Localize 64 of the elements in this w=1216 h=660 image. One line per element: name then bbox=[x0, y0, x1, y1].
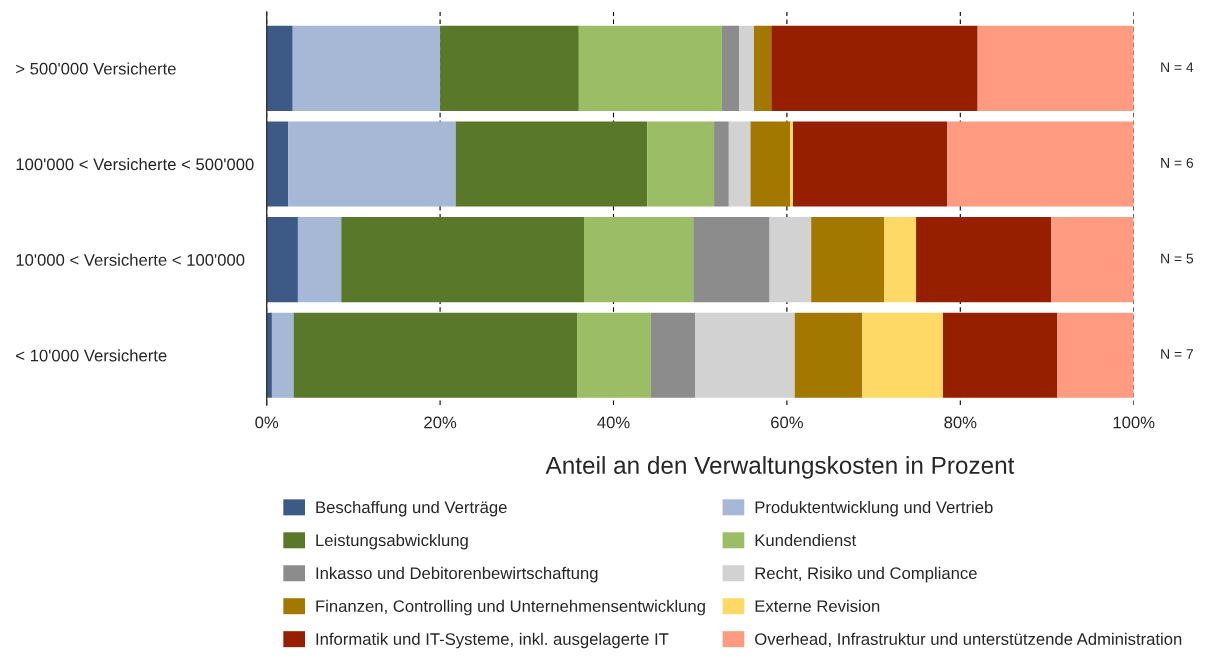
bar bbox=[271, 312, 294, 398]
bar bbox=[297, 217, 342, 303]
bar bbox=[771, 25, 978, 111]
y-tick-label: < 10'000 Versicherte bbox=[16, 349, 167, 362]
legend-label: Overhead, Infrastruktur und unterstützende Administration bbox=[755, 632, 1182, 647]
bar bbox=[266, 312, 272, 398]
bar bbox=[1057, 312, 1134, 398]
bar bbox=[266, 25, 293, 111]
bar bbox=[977, 25, 1134, 111]
legend-label: Externe Revision bbox=[755, 599, 880, 613]
x-tick-label: 0% bbox=[255, 416, 279, 429]
bar bbox=[584, 217, 694, 303]
bar bbox=[769, 217, 812, 303]
bar bbox=[739, 25, 754, 111]
bar bbox=[947, 121, 1134, 207]
bar bbox=[577, 312, 651, 398]
bar bbox=[647, 121, 715, 207]
x-tick-label: 80% bbox=[944, 416, 977, 429]
bar bbox=[266, 121, 289, 207]
bar bbox=[695, 312, 795, 398]
bar bbox=[811, 217, 884, 303]
x-axis-title: Anteil an den Verwaltungskosten in Prozent bbox=[545, 456, 1015, 479]
x-tick-label: 20% bbox=[424, 416, 457, 429]
legend-label: Leistungsabwicklung bbox=[316, 533, 468, 550]
bar bbox=[792, 121, 948, 207]
legend-label: Beschaffung und Verträge bbox=[316, 500, 507, 517]
legend-label: Informatik und IT-Systeme, inkl. ausgelagerte IT bbox=[316, 632, 669, 649]
bar bbox=[753, 25, 772, 111]
bar bbox=[884, 217, 917, 303]
bar bbox=[916, 217, 1052, 303]
bar bbox=[942, 312, 1058, 398]
bar bbox=[750, 121, 791, 207]
text: N = 5 bbox=[1161, 253, 1194, 264]
y-tick-label: > 500'000 Versicherte bbox=[16, 62, 176, 75]
legend-label: Finanzen, Controlling und Unternehmensentwicklung bbox=[316, 599, 705, 616]
bar bbox=[1051, 217, 1134, 303]
text: N = 6 bbox=[1161, 157, 1194, 168]
bar bbox=[440, 25, 579, 111]
x-tick-label: 60% bbox=[771, 416, 803, 429]
x-tick-label: 100% bbox=[1113, 416, 1155, 429]
bar bbox=[293, 312, 578, 398]
bar bbox=[292, 25, 441, 111]
y-tick-label: 10'000 < Versicherte < 100'000 bbox=[16, 253, 245, 266]
text: N = 7 bbox=[1161, 349, 1193, 359]
x-tick-label: 40% bbox=[597, 416, 630, 429]
bar bbox=[714, 121, 729, 207]
bar bbox=[721, 25, 740, 111]
bar bbox=[341, 217, 585, 303]
y-tick-label: 100'000 < Versicherte < 500'000 bbox=[16, 158, 254, 171]
bar bbox=[455, 121, 648, 207]
bar bbox=[578, 25, 722, 111]
bar bbox=[693, 217, 770, 303]
bar bbox=[288, 121, 456, 207]
bar bbox=[794, 312, 863, 398]
text: N = 4 bbox=[1161, 62, 1194, 73]
bar bbox=[790, 121, 793, 207]
bar bbox=[650, 312, 695, 398]
legend-label: Produktentwicklung und Vertrieb bbox=[755, 500, 993, 517]
bar bbox=[862, 312, 943, 398]
bar bbox=[728, 121, 751, 207]
legend-label: Kundendienst bbox=[755, 533, 857, 547]
legend-label: Inkasso und Debitorenbewirtschaftung bbox=[316, 566, 598, 583]
legend-label: Recht, Risiko und Compliance bbox=[755, 566, 977, 583]
bar bbox=[266, 217, 298, 303]
